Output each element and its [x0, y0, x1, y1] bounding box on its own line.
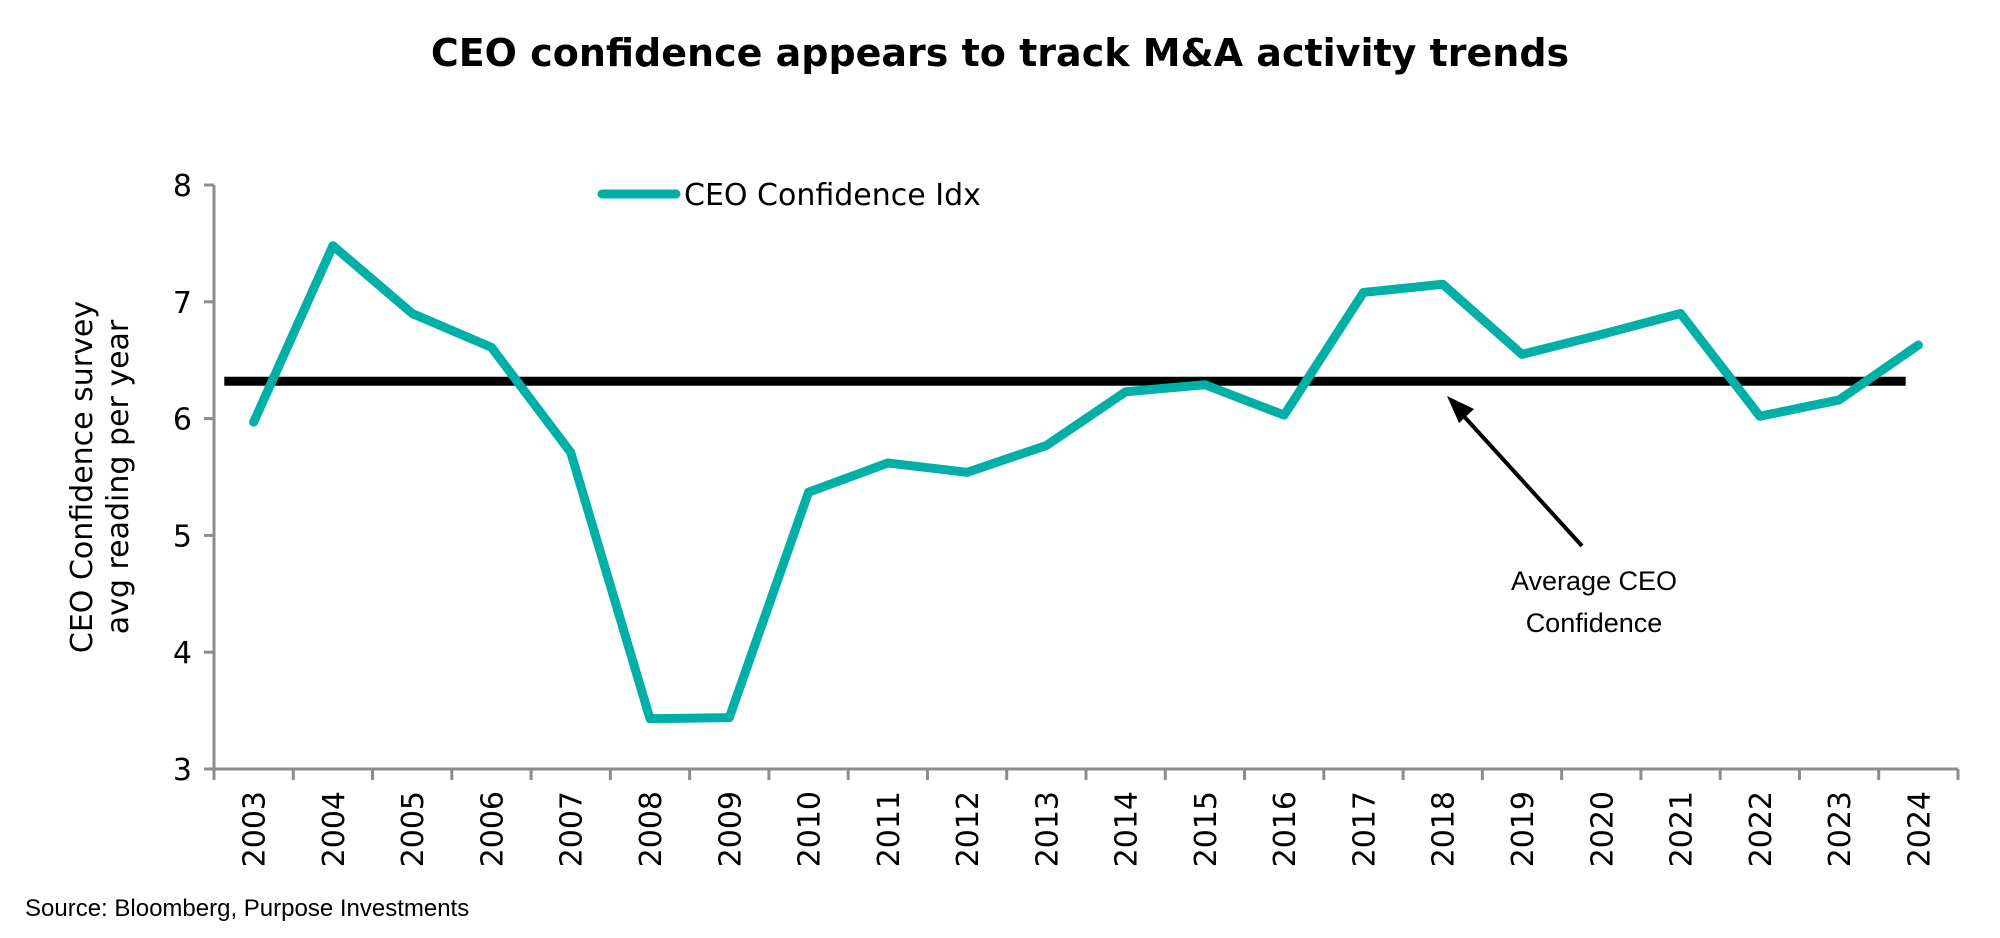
x-tick-label: 2019	[1506, 791, 1541, 867]
series-line	[249, 241, 1923, 724]
axes	[212, 185, 1958, 771]
x-tick-label: 2010	[793, 791, 828, 867]
x-ticks: 2003 2004 2005 2006 2007 2008 2009 2010 2011 2012…	[212, 769, 1960, 867]
x-tick-label: 2014	[1110, 791, 1145, 867]
chart-title: CEO confidence appears to track M&A acti…	[431, 31, 1569, 75]
y-tick-label: 4	[173, 636, 192, 671]
x-tick-label: 2018	[1427, 791, 1462, 867]
x-tick-label: 2024	[1902, 791, 1937, 867]
source-note: Source: Bloomberg, Purpose Investments	[25, 895, 469, 922]
annotation: Average CEO Confidence	[1447, 396, 1677, 638]
x-tick-label: 2009	[713, 791, 748, 867]
x-tick-label: 2017	[1347, 791, 1382, 867]
x-tick-label: 2023	[1823, 791, 1858, 867]
y-axis-label-line-2: avg reading per year	[101, 319, 136, 634]
x-tick-label: 2006	[475, 791, 510, 867]
x-tick-label: 2011	[872, 791, 907, 867]
x-tick-label: 2012	[951, 791, 986, 867]
x-tick-label: 2022	[1744, 791, 1779, 867]
legend: CEO Confidence Idx	[597, 178, 981, 213]
x-tick-label: 2007	[555, 791, 590, 867]
x-tick-label: 2015	[1189, 791, 1224, 867]
y-tick-label: 6	[173, 403, 192, 438]
y-axis-label-line-1: CEO Confidence survey	[65, 301, 100, 653]
y-tick-label: 8	[173, 169, 192, 204]
x-tick-label: 2004	[317, 791, 352, 867]
x-tick-label: 2016	[1268, 791, 1303, 867]
x-tick-label: 2013	[1030, 791, 1065, 867]
x-tick-label: 2005	[396, 791, 431, 867]
y-axis-label: CEO Confidence survey avg reading per ye…	[65, 301, 136, 653]
arrow-head-icon	[1447, 396, 1474, 423]
x-tick-label: 2008	[634, 791, 669, 867]
annotation-line-2: Confidence	[1526, 608, 1663, 638]
annotation-arrow	[1458, 410, 1584, 548]
annotation-line-1: Average CEO	[1511, 566, 1677, 596]
y-ticks: 3 4 5 6 7 8	[173, 169, 214, 788]
x-tick-label: 2021	[1665, 791, 1700, 867]
series	[249, 241, 1923, 724]
y-tick-label: 5	[173, 519, 192, 554]
y-tick-label: 3	[173, 753, 192, 788]
y-tick-label: 7	[173, 286, 192, 321]
x-tick-label: 2003	[238, 791, 273, 867]
x-tick-label: 2020	[1585, 791, 1620, 867]
legend-label: CEO Confidence Idx	[684, 178, 981, 213]
